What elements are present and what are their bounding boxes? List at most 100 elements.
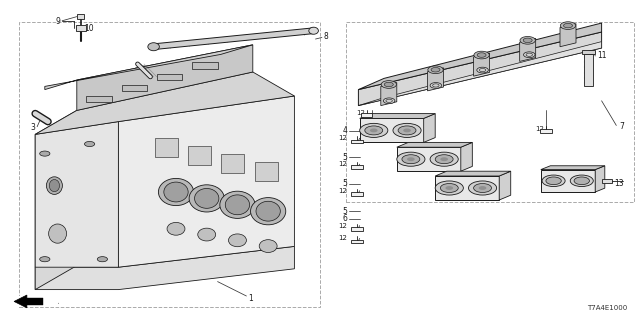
Text: 12: 12 bbox=[339, 236, 348, 241]
Ellipse shape bbox=[256, 201, 280, 221]
Polygon shape bbox=[584, 54, 593, 86]
Polygon shape bbox=[35, 246, 294, 290]
Polygon shape bbox=[154, 28, 314, 50]
Circle shape bbox=[574, 177, 589, 185]
Polygon shape bbox=[461, 142, 472, 171]
Circle shape bbox=[445, 186, 453, 190]
Ellipse shape bbox=[49, 180, 60, 192]
Text: 5: 5 bbox=[342, 207, 348, 216]
Circle shape bbox=[384, 82, 393, 87]
Circle shape bbox=[435, 155, 453, 164]
Circle shape bbox=[407, 157, 415, 161]
Circle shape bbox=[564, 23, 573, 28]
Circle shape bbox=[440, 157, 448, 161]
Ellipse shape bbox=[198, 228, 216, 241]
Polygon shape bbox=[435, 171, 511, 176]
Text: 7: 7 bbox=[619, 122, 624, 131]
Circle shape bbox=[520, 36, 535, 44]
Text: 9: 9 bbox=[55, 17, 60, 26]
Circle shape bbox=[430, 152, 458, 166]
Polygon shape bbox=[540, 130, 552, 133]
Polygon shape bbox=[435, 176, 499, 200]
Polygon shape bbox=[351, 227, 363, 230]
Polygon shape bbox=[35, 122, 118, 267]
Circle shape bbox=[398, 126, 416, 135]
Polygon shape bbox=[86, 96, 112, 102]
Text: 4: 4 bbox=[342, 126, 348, 135]
Polygon shape bbox=[595, 166, 605, 192]
Polygon shape bbox=[192, 62, 218, 69]
Circle shape bbox=[479, 186, 486, 190]
Polygon shape bbox=[360, 118, 424, 142]
Circle shape bbox=[360, 123, 388, 137]
Ellipse shape bbox=[225, 195, 250, 215]
Circle shape bbox=[40, 257, 50, 262]
Text: 12: 12 bbox=[339, 223, 348, 228]
Text: 5: 5 bbox=[342, 180, 348, 188]
Text: 6: 6 bbox=[342, 214, 348, 223]
Circle shape bbox=[542, 175, 565, 187]
Circle shape bbox=[84, 141, 95, 147]
Polygon shape bbox=[474, 53, 490, 76]
Circle shape bbox=[430, 83, 442, 88]
Polygon shape bbox=[351, 140, 363, 143]
Polygon shape bbox=[428, 68, 444, 91]
Ellipse shape bbox=[159, 179, 193, 205]
Circle shape bbox=[431, 68, 440, 72]
Polygon shape bbox=[351, 240, 363, 243]
Circle shape bbox=[383, 98, 395, 104]
Polygon shape bbox=[77, 45, 253, 110]
Polygon shape bbox=[188, 146, 211, 165]
Text: 1: 1 bbox=[248, 294, 253, 303]
Polygon shape bbox=[582, 50, 595, 54]
Polygon shape bbox=[26, 298, 43, 305]
Polygon shape bbox=[397, 147, 461, 171]
Ellipse shape bbox=[251, 197, 286, 225]
Polygon shape bbox=[358, 23, 602, 90]
Ellipse shape bbox=[47, 177, 63, 194]
Ellipse shape bbox=[164, 182, 188, 202]
Text: T7A4E1000: T7A4E1000 bbox=[587, 305, 627, 311]
Polygon shape bbox=[155, 138, 178, 157]
Circle shape bbox=[435, 181, 463, 195]
Circle shape bbox=[524, 52, 535, 58]
Text: 10: 10 bbox=[84, 24, 94, 33]
Polygon shape bbox=[358, 32, 602, 106]
Ellipse shape bbox=[220, 191, 255, 218]
Polygon shape bbox=[122, 85, 147, 91]
Polygon shape bbox=[361, 114, 372, 117]
Polygon shape bbox=[118, 96, 294, 267]
Text: 2: 2 bbox=[157, 78, 161, 87]
Text: 5: 5 bbox=[342, 153, 348, 162]
Polygon shape bbox=[520, 38, 536, 61]
Ellipse shape bbox=[49, 224, 67, 243]
Ellipse shape bbox=[189, 185, 225, 212]
Text: 12: 12 bbox=[535, 126, 544, 132]
Circle shape bbox=[524, 38, 532, 43]
Polygon shape bbox=[358, 42, 602, 106]
Polygon shape bbox=[255, 162, 278, 181]
Circle shape bbox=[561, 22, 576, 29]
Ellipse shape bbox=[228, 234, 246, 247]
Ellipse shape bbox=[259, 240, 277, 252]
Polygon shape bbox=[35, 110, 77, 290]
Circle shape bbox=[365, 126, 383, 135]
Polygon shape bbox=[11, 296, 58, 307]
Polygon shape bbox=[424, 114, 435, 142]
Polygon shape bbox=[602, 179, 612, 183]
Polygon shape bbox=[499, 171, 511, 200]
Text: 13: 13 bbox=[614, 179, 624, 188]
Text: 12: 12 bbox=[339, 161, 348, 167]
Polygon shape bbox=[351, 165, 363, 169]
Circle shape bbox=[474, 51, 489, 59]
Circle shape bbox=[428, 66, 444, 74]
Ellipse shape bbox=[167, 222, 185, 235]
Circle shape bbox=[468, 181, 497, 195]
Text: 3: 3 bbox=[31, 124, 36, 132]
Circle shape bbox=[381, 81, 397, 88]
Circle shape bbox=[403, 128, 411, 132]
Polygon shape bbox=[45, 45, 253, 90]
Polygon shape bbox=[397, 142, 472, 147]
Circle shape bbox=[474, 183, 492, 192]
Polygon shape bbox=[14, 295, 27, 308]
